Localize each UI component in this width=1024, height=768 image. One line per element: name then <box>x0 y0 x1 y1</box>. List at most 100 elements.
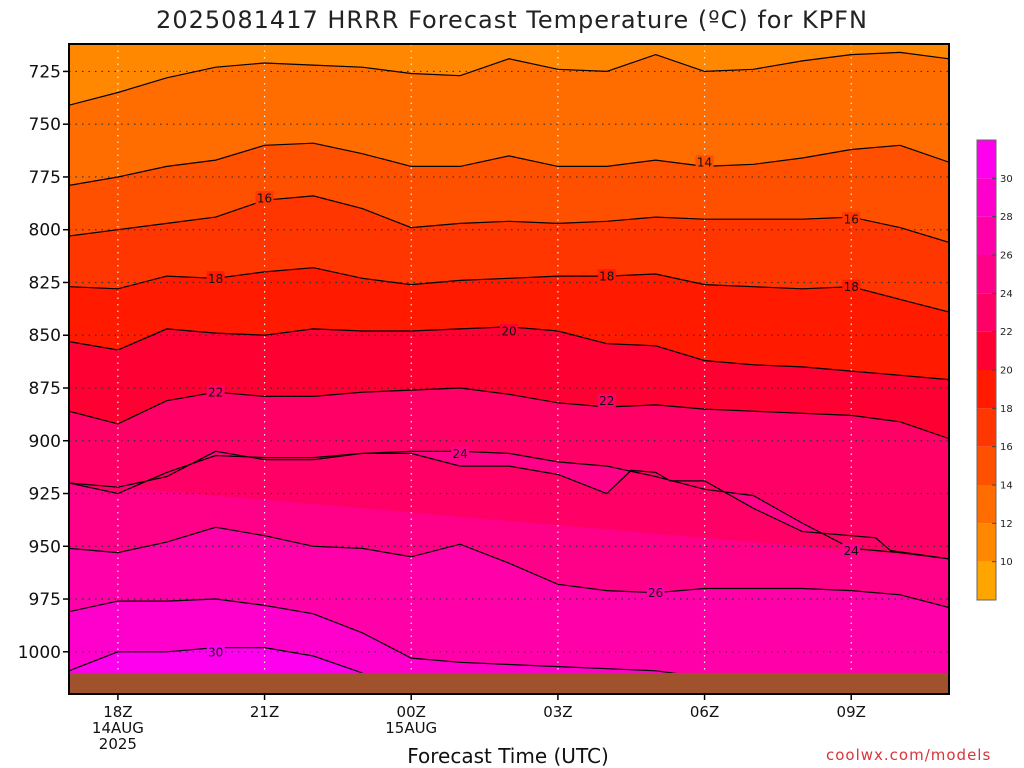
contour-labels: 14 16 16 18 18 18 20 22 22 24 24 26 30 <box>206 155 861 659</box>
x-tick-date: 15AUG <box>385 719 437 737</box>
colorbar-segment <box>977 408 996 447</box>
contour-label: 30 <box>206 644 225 659</box>
contour-label: 18 <box>206 271 225 286</box>
colorbar-segment <box>977 485 996 524</box>
y-axis: 725 750 775 800 825 850 875 900 925 950 975 1000 <box>18 62 69 663</box>
colorbar-segment <box>977 331 996 370</box>
x-tick-year: 2025 <box>99 735 137 753</box>
grid <box>69 44 949 694</box>
contour-label-text: 16 <box>844 213 859 227</box>
y-tick-label: 825 <box>29 273 61 293</box>
contour-label: 24 <box>451 446 470 461</box>
y-tick-label: 750 <box>29 115 61 135</box>
colorbar-tick-label: 16 <box>1000 442 1013 453</box>
colorbar-tick-label: 24 <box>1000 289 1013 300</box>
x-tick-label: 06Z <box>690 703 719 721</box>
colorbar-tick-label: 12 <box>1000 519 1013 530</box>
contour-label-text: 14 <box>697 156 712 170</box>
colorbar-tick-label: 30 <box>1000 174 1013 185</box>
colorbar-tick-label: 14 <box>1000 481 1013 492</box>
x-tick-label: 18Z <box>103 703 132 721</box>
y-tick-label: 850 <box>29 326 61 346</box>
contour-label-text: 18 <box>844 280 859 294</box>
contour-label-bg <box>842 543 861 558</box>
contour-line-16 <box>69 195 949 243</box>
x-tick-date: 14AUG <box>92 719 144 737</box>
contour-label-bg <box>842 279 861 294</box>
colorbar-tick-label: 22 <box>1000 327 1013 338</box>
contour-label-bg <box>206 271 225 286</box>
contour-label-text: 30 <box>208 645 223 659</box>
x-axis-label: Forecast Time (UTC) <box>0 744 1024 768</box>
x-tick-label: 03Z <box>543 703 572 721</box>
contour-label-bg <box>451 446 470 461</box>
colorbar-segment <box>977 140 996 179</box>
contour-label: 16 <box>842 212 861 227</box>
contour-label-text: 24 <box>844 544 859 558</box>
contour-label-text: 26 <box>648 586 663 600</box>
contour-label-text: 24 <box>452 447 467 461</box>
colorbar-segment <box>977 178 996 217</box>
y-tick-label: 975 <box>29 590 61 610</box>
colorbar-tick-label: 26 <box>1000 251 1013 262</box>
y-tick-label: 950 <box>29 537 61 557</box>
contour-label-bg <box>206 385 225 400</box>
contour-label: 22 <box>206 385 225 400</box>
colorbar-segment <box>977 446 996 485</box>
contour-label: 18 <box>597 269 616 284</box>
x-tick-label: 21Z <box>250 703 279 721</box>
plot-frame <box>68 43 950 695</box>
contour-label-text: 22 <box>599 394 614 408</box>
contour-line-14 <box>69 142 949 186</box>
y-tick-label: 775 <box>29 168 61 188</box>
colorbar: 10 12 14 16 18 20 22 24 26 28 30 <box>976 139 1013 601</box>
contour-label: 20 <box>500 324 518 339</box>
colorbar-segment <box>977 216 996 255</box>
colorbar-tick-label: 18 <box>1000 404 1013 415</box>
y-tick-label: 800 <box>29 221 61 241</box>
y-tick-label: 725 <box>29 62 61 82</box>
contour-line-26 <box>69 526 949 609</box>
contour-label-bg <box>597 269 616 284</box>
colorbar-tick-label: 10 <box>1000 557 1013 568</box>
colorbar-segment <box>977 293 996 332</box>
contour-label-bg <box>597 393 616 408</box>
contour-label-bg <box>695 155 714 170</box>
contour-label: 18 <box>842 279 861 294</box>
band-tongue-22-24 <box>69 453 949 559</box>
colorbar-tick-label: 28 <box>1000 212 1013 223</box>
temperature-fill <box>69 44 949 694</box>
ground <box>69 672 949 694</box>
y-tick-label: 1000 <box>18 643 61 663</box>
y-tick-label: 925 <box>29 485 61 505</box>
contour-label-text: 18 <box>599 270 614 284</box>
ground-surface <box>69 672 949 694</box>
contour-label-text: 22 <box>208 386 223 400</box>
y-tick-label: 900 <box>29 432 61 452</box>
contour-label-text: 18 <box>208 272 223 286</box>
contour-label-bg <box>206 644 225 659</box>
x-tick-label: 09Z <box>837 703 866 721</box>
contour-label: 22 <box>597 393 616 408</box>
contour-label-text: 20 <box>501 325 516 339</box>
colorbar-segment <box>977 370 996 409</box>
contour-line-12 <box>69 51 949 106</box>
colorbar-tick-label: 20 <box>1000 366 1013 377</box>
contour-line-24 <box>69 450 949 560</box>
chart-title: 2025081417 HRRR Forecast Temperature (ºC… <box>156 6 868 34</box>
colorbar-segment <box>977 255 996 294</box>
y-tick-label: 875 <box>29 379 61 399</box>
contour-label: 16 <box>255 191 274 206</box>
colorbar-segment <box>977 523 996 562</box>
credit-link[interactable]: coolwx.com/models <box>826 746 992 764</box>
contour-label-text: 16 <box>257 192 272 206</box>
contour-label-bg <box>842 212 861 227</box>
contour-label: 24 <box>842 543 861 558</box>
contour-label-bg <box>646 585 665 600</box>
colorbar-segment <box>977 561 996 600</box>
x-tick-label: 00Z <box>397 703 426 721</box>
contour-label: 14 <box>695 155 714 170</box>
contour-line-28 <box>69 598 705 678</box>
